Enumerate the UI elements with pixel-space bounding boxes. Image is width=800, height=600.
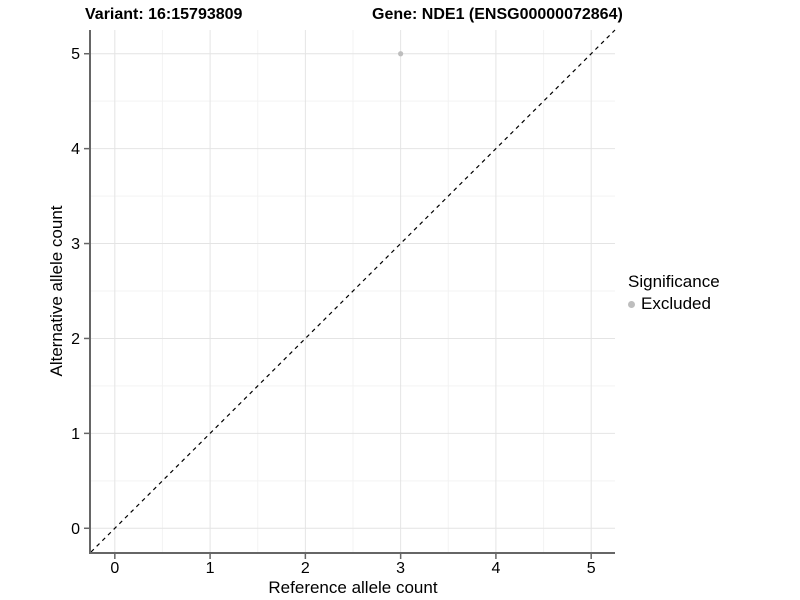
data-point-excluded xyxy=(398,51,404,57)
y-tick-label: 3 xyxy=(71,236,80,253)
plot-title-variant: Variant: 16:15793809 xyxy=(85,6,243,23)
legend: Significance Excluded xyxy=(628,272,720,314)
legend-title: Significance xyxy=(628,272,720,291)
legend-item-excluded: Excluded xyxy=(628,294,720,314)
x-tick-label: 3 xyxy=(396,560,405,577)
excluded-point-icon xyxy=(628,300,635,308)
y-tick-label: 4 xyxy=(71,141,80,158)
x-tick-label: 1 xyxy=(206,560,215,577)
y-tick-label: 5 xyxy=(71,46,80,63)
x-tick-label: 0 xyxy=(110,560,119,577)
y-tick-label: 0 xyxy=(71,521,80,538)
x-tick-label: 4 xyxy=(491,560,500,577)
x-tick-label: 5 xyxy=(587,560,596,577)
legend-item-label: Excluded xyxy=(641,294,711,313)
y-axis-title: Alternative allele count xyxy=(47,205,66,377)
y-tick-label: 1 xyxy=(71,426,80,443)
plot-title-gene: Gene: NDE1 (ENSG00000072864) xyxy=(372,6,623,23)
x-tick-label: 2 xyxy=(301,560,310,577)
x-axis-title: Reference allele count xyxy=(268,578,438,597)
identity-dashed-line xyxy=(90,29,616,553)
y-tick-label: 2 xyxy=(71,331,80,348)
